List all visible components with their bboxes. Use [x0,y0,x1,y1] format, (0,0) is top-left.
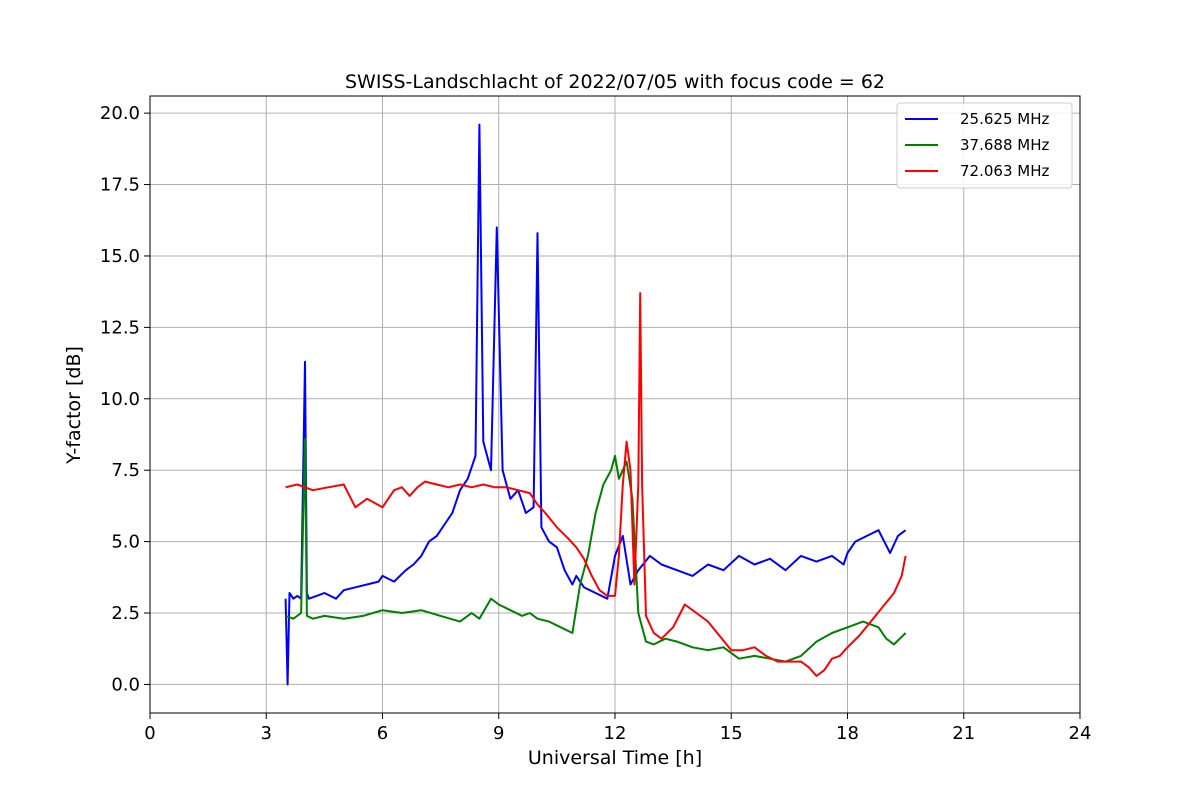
x-tick-label: 12 [604,723,627,744]
x-tick-label: 3 [261,723,272,744]
y-tick-label: 2.5 [111,603,140,624]
series-layer [284,123,907,686]
legend-label: 37.688 MHz [960,136,1049,154]
y-tick-label: 15.0 [100,246,140,267]
y-tick-label: 7.5 [111,460,140,481]
legend-label: 25.625 MHz [960,110,1049,128]
series-line-0 [284,123,907,686]
x-tick-label: 6 [377,723,388,744]
y-tick-label: 12.5 [100,317,140,338]
y-tick-label: 10.0 [100,389,140,410]
y-tick-label: 0.0 [111,674,140,695]
legend: 25.625 MHz 37.688 MHz 72.063 MHz [896,102,1073,189]
y-axis: 0.0 2.5 5.0 7.5 10.0 12.5 15.0 17.5 20.0 [100,103,150,695]
y-tick-label: 17.5 [100,175,140,196]
x-tick-label: 21 [952,723,975,744]
x-axis: 0 3 6 9 12 15 18 21 24 [144,713,1091,744]
x-tick-label: 18 [836,723,859,744]
x-tick-label: 24 [1069,723,1092,744]
y-tick-label: 5.0 [111,532,140,553]
chart-title: SWISS-Landschlacht of 2022/07/05 with fo… [345,71,885,93]
x-tick-label: 15 [720,723,743,744]
legend-entry: 72.063 MHz [905,162,1049,180]
series-line-2 [285,292,907,677]
x-tick-label: 0 [144,723,155,744]
legend-entry: 37.688 MHz [905,136,1049,154]
legend-entry: 25.625 MHz [905,110,1049,128]
y-axis-label: Y-factor [dB] [63,346,85,465]
legend-label: 72.063 MHz [960,162,1049,180]
x-tick-label: 9 [493,723,504,744]
x-axis-label: Universal Time [h] [528,747,702,769]
legend-box [896,102,1073,189]
y-tick-label: 20.0 [100,103,140,124]
